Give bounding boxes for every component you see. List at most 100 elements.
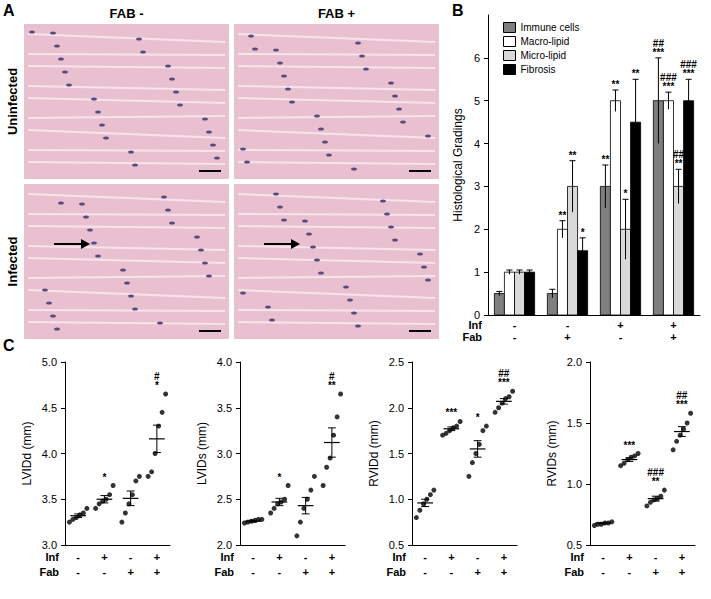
svg-text:Macro-lipid: Macro-lipid <box>521 36 570 47</box>
svg-text:*: * <box>102 472 106 483</box>
svg-text:1.0: 1.0 <box>567 478 582 490</box>
svg-text:1.0: 1.0 <box>389 493 404 505</box>
svg-text:-: - <box>619 331 623 343</box>
svg-text:***: *** <box>624 440 636 451</box>
svg-text:+: + <box>474 566 480 578</box>
svg-text:Fab: Fab <box>386 566 406 578</box>
svg-text:***: *** <box>683 68 695 79</box>
svg-text:+: + <box>329 551 335 563</box>
svg-text:+: + <box>448 551 454 563</box>
svg-text:LVIDs (mm): LVIDs (mm) <box>195 422 209 485</box>
svg-text:Inf: Inf <box>469 319 483 331</box>
svg-text:2.0: 2.0 <box>217 539 232 551</box>
svg-text:-: - <box>476 551 480 563</box>
svg-text:B: B <box>452 2 464 19</box>
svg-text:*: * <box>624 188 628 199</box>
svg-text:5.0: 5.0 <box>42 356 57 368</box>
svg-text:-: - <box>513 331 517 343</box>
svg-text:Fab: Fab <box>214 566 234 578</box>
svg-text:5: 5 <box>474 95 480 107</box>
svg-text:*: * <box>155 380 159 391</box>
svg-text:+: + <box>652 566 658 578</box>
svg-text:2.5: 2.5 <box>389 356 404 368</box>
svg-text:-: - <box>628 566 632 578</box>
svg-text:-: - <box>601 566 605 578</box>
svg-text:***: *** <box>653 47 665 58</box>
svg-text:***: *** <box>498 377 510 388</box>
svg-text:+: + <box>670 331 676 343</box>
svg-text:3.5: 3.5 <box>217 402 232 414</box>
svg-text:Inf: Inf <box>46 551 60 563</box>
svg-text:Fab: Fab <box>39 566 59 578</box>
svg-text:4.0: 4.0 <box>217 356 232 368</box>
svg-text:**: ** <box>652 476 660 487</box>
svg-text:*: * <box>581 227 585 238</box>
svg-text:-: - <box>423 551 427 563</box>
svg-text:+: + <box>670 319 676 331</box>
svg-text:6: 6 <box>474 52 480 64</box>
svg-text:Micro-lipid: Micro-lipid <box>521 50 567 61</box>
svg-text:+: + <box>679 566 685 578</box>
svg-text:A: A <box>3 2 15 19</box>
svg-text:Fab: Fab <box>564 566 584 578</box>
svg-text:2: 2 <box>474 223 480 235</box>
svg-text:-: - <box>103 566 107 578</box>
svg-text:+: + <box>101 551 107 563</box>
svg-text:+: + <box>501 551 507 563</box>
svg-text:0.5: 0.5 <box>389 539 404 551</box>
svg-text:2.0: 2.0 <box>389 402 404 414</box>
svg-text:+: + <box>679 551 685 563</box>
svg-text:C: C <box>3 337 15 354</box>
svg-text:+: + <box>501 566 507 578</box>
svg-text:-: - <box>251 551 255 563</box>
svg-text:-: - <box>513 319 517 331</box>
svg-text:+: + <box>127 566 133 578</box>
svg-text:Fibrosis: Fibrosis <box>521 64 556 75</box>
svg-text:**: ** <box>569 150 577 161</box>
svg-text:Immune cells: Immune cells <box>521 22 580 33</box>
svg-text:+: + <box>276 551 282 563</box>
svg-text:+: + <box>154 566 160 578</box>
svg-text:-: - <box>76 551 80 563</box>
svg-text:4.5: 4.5 <box>42 402 57 414</box>
svg-text:+: + <box>564 331 570 343</box>
svg-text:Inf: Inf <box>393 551 407 563</box>
svg-text:0.5: 0.5 <box>567 539 582 551</box>
svg-text:-: - <box>423 566 427 578</box>
svg-text:-: - <box>129 551 133 563</box>
svg-text:Inf: Inf <box>571 551 585 563</box>
svg-text:1: 1 <box>474 266 480 278</box>
svg-text:1.5: 1.5 <box>389 448 404 460</box>
svg-text:2.5: 2.5 <box>217 493 232 505</box>
svg-text:4.0: 4.0 <box>42 448 57 460</box>
svg-text:***: *** <box>446 407 458 418</box>
svg-text:Uninfected: Uninfected <box>5 68 20 135</box>
svg-text:-: - <box>601 551 605 563</box>
svg-text:-: - <box>278 566 282 578</box>
svg-text:***: *** <box>663 81 675 92</box>
svg-text:**: ** <box>632 68 640 79</box>
svg-text:2.0: 2.0 <box>567 356 582 368</box>
svg-text:**: ** <box>675 158 683 169</box>
svg-text:3.0: 3.0 <box>42 539 57 551</box>
svg-text:-: - <box>654 551 658 563</box>
svg-text:4: 4 <box>474 138 480 150</box>
svg-text:+: + <box>302 566 308 578</box>
svg-text:**: ** <box>559 210 567 221</box>
svg-text:RVIDd (mm): RVIDd (mm) <box>367 420 381 486</box>
svg-text:-: - <box>566 319 570 331</box>
svg-text:FAB -: FAB - <box>110 6 144 21</box>
svg-text:+: + <box>626 551 632 563</box>
svg-text:**: ** <box>601 154 609 165</box>
svg-text:RVIDs (mm): RVIDs (mm) <box>545 421 559 487</box>
svg-text:FAB +: FAB + <box>318 6 356 21</box>
svg-text:3.5: 3.5 <box>42 493 57 505</box>
svg-text:1.5: 1.5 <box>567 417 582 429</box>
svg-text:-: - <box>304 551 308 563</box>
svg-text:+: + <box>154 551 160 563</box>
svg-text:-: - <box>450 566 454 578</box>
svg-text:*: * <box>277 472 281 483</box>
svg-text:-: - <box>251 566 255 578</box>
svg-text:Histological Gradings: Histological Gradings <box>451 108 465 221</box>
svg-text:Inf: Inf <box>221 551 235 563</box>
